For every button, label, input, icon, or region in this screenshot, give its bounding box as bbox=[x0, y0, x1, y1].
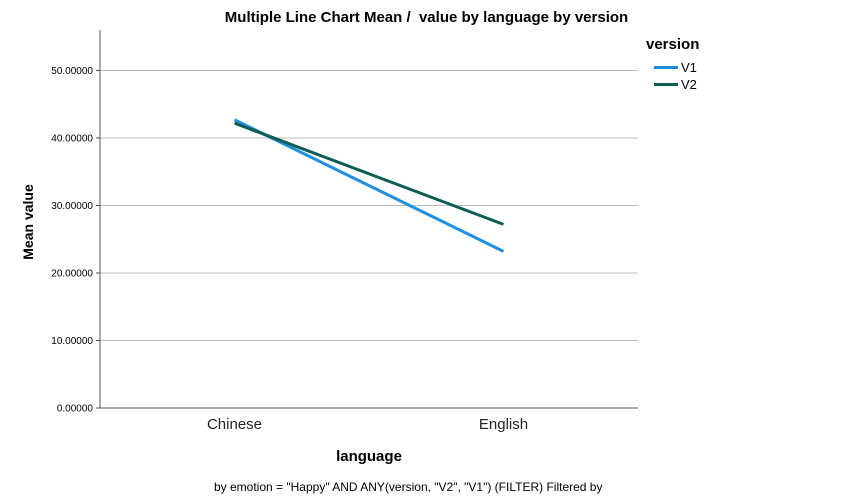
series-line-v1 bbox=[233, 118, 505, 253]
legend-label: V2 bbox=[681, 76, 697, 92]
x-tick-label: Chinese bbox=[207, 416, 262, 433]
x-axis-label: language bbox=[336, 448, 402, 465]
chart-title: Multiple Line Chart Mean / value by lang… bbox=[224, 9, 629, 26]
legend-swatch bbox=[654, 65, 678, 69]
y-tick-label: 10.00000 bbox=[51, 336, 93, 347]
x-tick-label: English bbox=[479, 416, 528, 433]
chart-footnote: by emotion = "Happy" AND ANY(version, "V… bbox=[214, 480, 603, 494]
legend-item-v1: V1 bbox=[654, 59, 697, 75]
legend-swatch bbox=[654, 82, 678, 86]
legend-item-v2: V2 bbox=[654, 76, 697, 92]
y-tick-label: 0.00000 bbox=[57, 404, 94, 415]
y-tick-label: 40.00000 bbox=[51, 134, 93, 145]
y-axis-label: Mean value bbox=[20, 184, 36, 260]
y-tick-label: 50.00000 bbox=[51, 66, 93, 77]
legend-title: version bbox=[646, 36, 700, 53]
y-tick-label: 20.00000 bbox=[51, 269, 93, 280]
series-line-v2 bbox=[233, 121, 505, 226]
legend-label: V1 bbox=[681, 59, 697, 75]
y-tick-label: 30.00000 bbox=[51, 201, 93, 212]
